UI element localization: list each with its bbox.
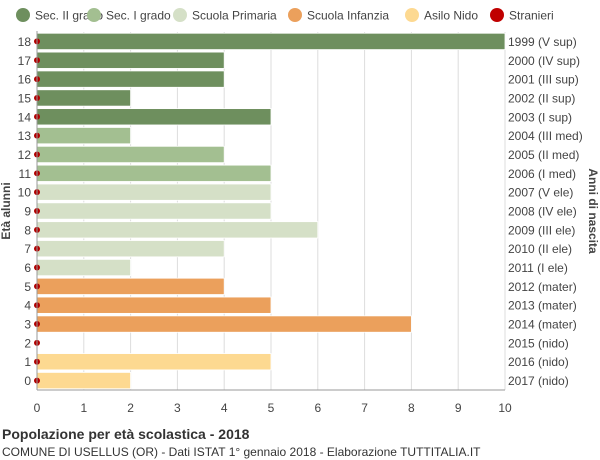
age-label: 0 xyxy=(24,374,31,388)
x-tick-label: 2 xyxy=(127,401,134,415)
age-label: 3 xyxy=(24,318,31,332)
age-label: 4 xyxy=(24,299,31,313)
birth-year-label: 2010 (II ele) xyxy=(508,242,572,256)
birth-year-label: 2004 (III med) xyxy=(508,129,583,143)
birth-year-label: 2002 (II sup) xyxy=(508,91,575,105)
legend-marker xyxy=(405,8,419,22)
x-tick-label: 6 xyxy=(314,401,321,415)
x-tick-label: 9 xyxy=(455,401,462,415)
legend-label: Scuola Infanzia xyxy=(307,9,389,23)
age-label: 12 xyxy=(18,148,32,162)
bar xyxy=(36,296,272,314)
age-label: 10 xyxy=(18,186,32,200)
x-tick-label: 4 xyxy=(221,401,228,415)
birth-year-label: 2003 (I sup) xyxy=(508,110,572,124)
x-tick-label: 3 xyxy=(174,401,181,415)
birth-year-label: 2012 (mater) xyxy=(508,280,577,294)
x-tick-label: 5 xyxy=(268,401,275,415)
birth-year-label: 1999 (V sup) xyxy=(508,35,577,49)
birth-year-label: 2001 (III sup) xyxy=(508,73,579,87)
bar xyxy=(36,315,412,333)
legend-marker xyxy=(288,8,302,22)
age-label: 7 xyxy=(24,242,31,256)
x-tick-label: 10 xyxy=(498,401,512,415)
y-axis-title-right: Anni di nascita xyxy=(586,168,600,254)
chart-canvas: Sec. II grado Sec. I grado Scuola Primaria… xyxy=(0,8,600,415)
birth-year-label: 2014 (mater) xyxy=(508,318,577,332)
birth-year-label: 2011 (I ele) xyxy=(508,261,568,275)
age-label: 15 xyxy=(18,91,32,105)
birth-year-label: 2017 (nido) xyxy=(508,374,569,388)
birth-year-label: 2009 (III ele) xyxy=(508,223,575,237)
birth-year-label: 2006 (I med) xyxy=(508,167,576,181)
legend-label: Scuola Primaria xyxy=(192,9,277,23)
bar xyxy=(36,277,225,295)
birth-year-label: 2000 (IV sup) xyxy=(508,54,580,68)
age-label: 5 xyxy=(24,280,31,294)
age-label: 1 xyxy=(24,355,31,369)
bar xyxy=(36,240,225,258)
age-label: 14 xyxy=(18,110,32,124)
legend-marker xyxy=(87,8,101,22)
chart-subtitle: COMUNE DI USELLUS (OR) - Dati ISTAT 1° g… xyxy=(2,445,481,459)
legend-marker xyxy=(490,8,504,22)
legend-label: Stranieri xyxy=(509,9,554,23)
bar xyxy=(36,183,272,201)
x-tick-label: 8 xyxy=(408,401,415,415)
legend-label: Asilo Nido xyxy=(424,9,478,23)
x-tick-label: 7 xyxy=(361,401,368,415)
bar xyxy=(36,89,131,107)
age-label: 18 xyxy=(18,35,32,49)
legend-label: Sec. II grado xyxy=(35,9,103,23)
age-label: 2 xyxy=(24,336,31,350)
age-label: 17 xyxy=(18,54,32,68)
bar xyxy=(36,372,131,390)
legend-marker xyxy=(16,8,30,22)
bar xyxy=(36,258,131,277)
age-label: 9 xyxy=(24,205,31,219)
bar xyxy=(36,202,272,220)
birth-year-label: 2005 (II med) xyxy=(508,148,579,162)
legend-marker xyxy=(173,8,187,22)
bar xyxy=(36,51,225,69)
bar xyxy=(36,127,131,145)
chart-title: Popolazione per età scolastica - 2018 xyxy=(2,426,250,442)
legend-label: Sec. I grado xyxy=(106,9,171,23)
y-axis-title-left: Età alunni xyxy=(0,182,13,239)
bar xyxy=(36,32,506,50)
bar xyxy=(36,353,272,371)
x-tick-label: 1 xyxy=(80,401,87,415)
birth-year-label: 2016 (nido) xyxy=(508,355,569,369)
birth-year-label: 2008 (IV ele) xyxy=(508,205,577,219)
bar xyxy=(36,108,272,126)
birth-year-label: 2013 (mater) xyxy=(508,299,577,313)
birth-year-label: 2007 (V ele) xyxy=(508,186,573,200)
age-label: 16 xyxy=(18,73,32,87)
age-label: 8 xyxy=(24,223,31,237)
age-label: 13 xyxy=(18,129,32,143)
bar xyxy=(36,221,319,239)
age-label: 6 xyxy=(24,261,31,275)
x-tick-label: 0 xyxy=(34,401,41,415)
birth-year-label: 2015 (nido) xyxy=(508,336,569,350)
bar xyxy=(36,70,225,88)
bar xyxy=(36,145,225,164)
age-label: 11 xyxy=(19,167,32,181)
bar xyxy=(36,164,272,182)
